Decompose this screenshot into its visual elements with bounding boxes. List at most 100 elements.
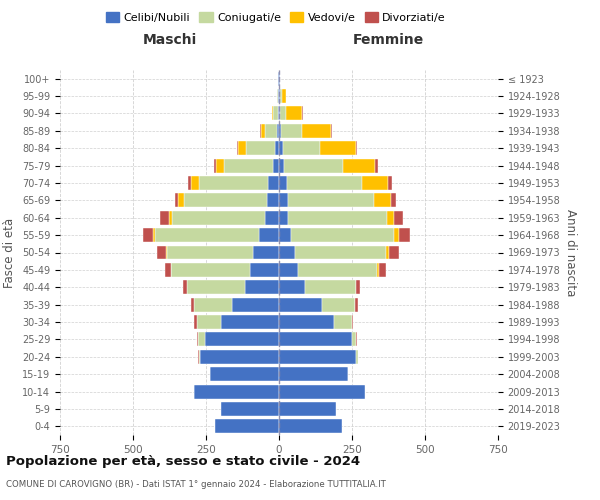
Bar	[194, 315, 197, 329]
Bar	[394, 211, 403, 224]
Bar	[268, 176, 279, 190]
Bar	[165, 263, 170, 277]
Bar	[279, 106, 280, 120]
Bar	[272, 158, 279, 172]
Bar	[388, 176, 392, 190]
Bar	[298, 263, 377, 277]
Bar	[160, 211, 169, 224]
Bar	[246, 142, 275, 155]
Bar	[221, 315, 279, 329]
Bar	[279, 194, 288, 207]
Bar	[320, 142, 356, 155]
Bar	[278, 106, 279, 120]
Bar	[221, 402, 279, 416]
Bar	[280, 89, 281, 103]
Bar	[215, 158, 224, 172]
Text: Maschi: Maschi	[142, 34, 197, 48]
Bar	[387, 211, 394, 224]
Bar	[259, 228, 279, 242]
Bar	[288, 211, 387, 224]
Bar	[374, 194, 391, 207]
Bar	[199, 176, 268, 190]
Bar	[267, 194, 279, 207]
Bar	[178, 194, 184, 207]
Bar	[379, 263, 386, 277]
Bar	[279, 402, 336, 416]
Bar	[331, 124, 332, 138]
Bar	[295, 246, 386, 260]
Bar	[191, 176, 199, 190]
Y-axis label: Fasce di età: Fasce di età	[4, 218, 16, 288]
Bar	[214, 158, 215, 172]
Bar	[279, 211, 288, 224]
Bar	[287, 176, 362, 190]
Bar	[274, 106, 278, 120]
Bar	[279, 315, 334, 329]
Bar	[288, 194, 374, 207]
Bar	[175, 194, 178, 207]
Bar	[250, 263, 279, 277]
Bar	[194, 384, 279, 398]
Bar	[389, 246, 400, 260]
Bar	[275, 142, 279, 155]
Bar	[352, 315, 353, 329]
Bar	[169, 211, 172, 224]
Bar	[197, 315, 221, 329]
Bar	[386, 246, 389, 260]
Bar	[281, 89, 286, 103]
Text: COMUNE DI CAROVIGNO (BR) - Dati ISTAT 1° gennaio 2024 - Elaborazione TUTTITALIA.: COMUNE DI CAROVIGNO (BR) - Dati ISTAT 1°…	[6, 480, 386, 489]
Bar	[279, 384, 365, 398]
Bar	[394, 228, 399, 242]
Bar	[167, 246, 253, 260]
Bar	[399, 228, 410, 242]
Y-axis label: Anni di nascita: Anni di nascita	[564, 209, 577, 296]
Bar	[194, 298, 232, 312]
Bar	[281, 124, 302, 138]
Bar	[334, 315, 352, 329]
Bar	[232, 298, 279, 312]
Bar	[280, 106, 286, 120]
Bar	[187, 280, 245, 294]
Bar	[143, 228, 154, 242]
Bar	[279, 263, 298, 277]
Bar	[279, 298, 322, 312]
Bar	[277, 124, 279, 138]
Bar	[284, 158, 343, 172]
Bar	[279, 176, 287, 190]
Bar	[391, 194, 396, 207]
Bar	[322, 298, 355, 312]
Bar	[211, 367, 279, 381]
Bar	[343, 158, 375, 172]
Bar	[279, 367, 347, 381]
Text: Popolazione per età, sesso e stato civile - 2024: Popolazione per età, sesso e stato civil…	[6, 455, 360, 468]
Bar	[215, 420, 279, 434]
Bar	[279, 280, 305, 294]
Bar	[272, 106, 274, 120]
Bar	[278, 89, 279, 103]
Bar	[188, 176, 191, 190]
Bar	[245, 280, 279, 294]
Bar	[154, 228, 155, 242]
Bar	[198, 332, 205, 346]
Bar	[305, 280, 356, 294]
Bar	[279, 332, 352, 346]
Bar	[352, 332, 356, 346]
Bar	[375, 158, 377, 172]
Bar	[279, 246, 295, 260]
Bar	[184, 194, 267, 207]
Bar	[260, 124, 265, 138]
Bar	[356, 280, 360, 294]
Bar	[355, 298, 358, 312]
Bar	[279, 89, 280, 103]
Bar	[279, 142, 283, 155]
Bar	[279, 228, 290, 242]
Bar	[238, 142, 246, 155]
Bar	[279, 158, 284, 172]
Bar	[200, 350, 279, 364]
Bar	[290, 228, 394, 242]
Bar	[265, 211, 279, 224]
Bar	[253, 246, 279, 260]
Text: Femmine: Femmine	[353, 34, 424, 48]
Bar	[279, 350, 356, 364]
Bar	[172, 211, 265, 224]
